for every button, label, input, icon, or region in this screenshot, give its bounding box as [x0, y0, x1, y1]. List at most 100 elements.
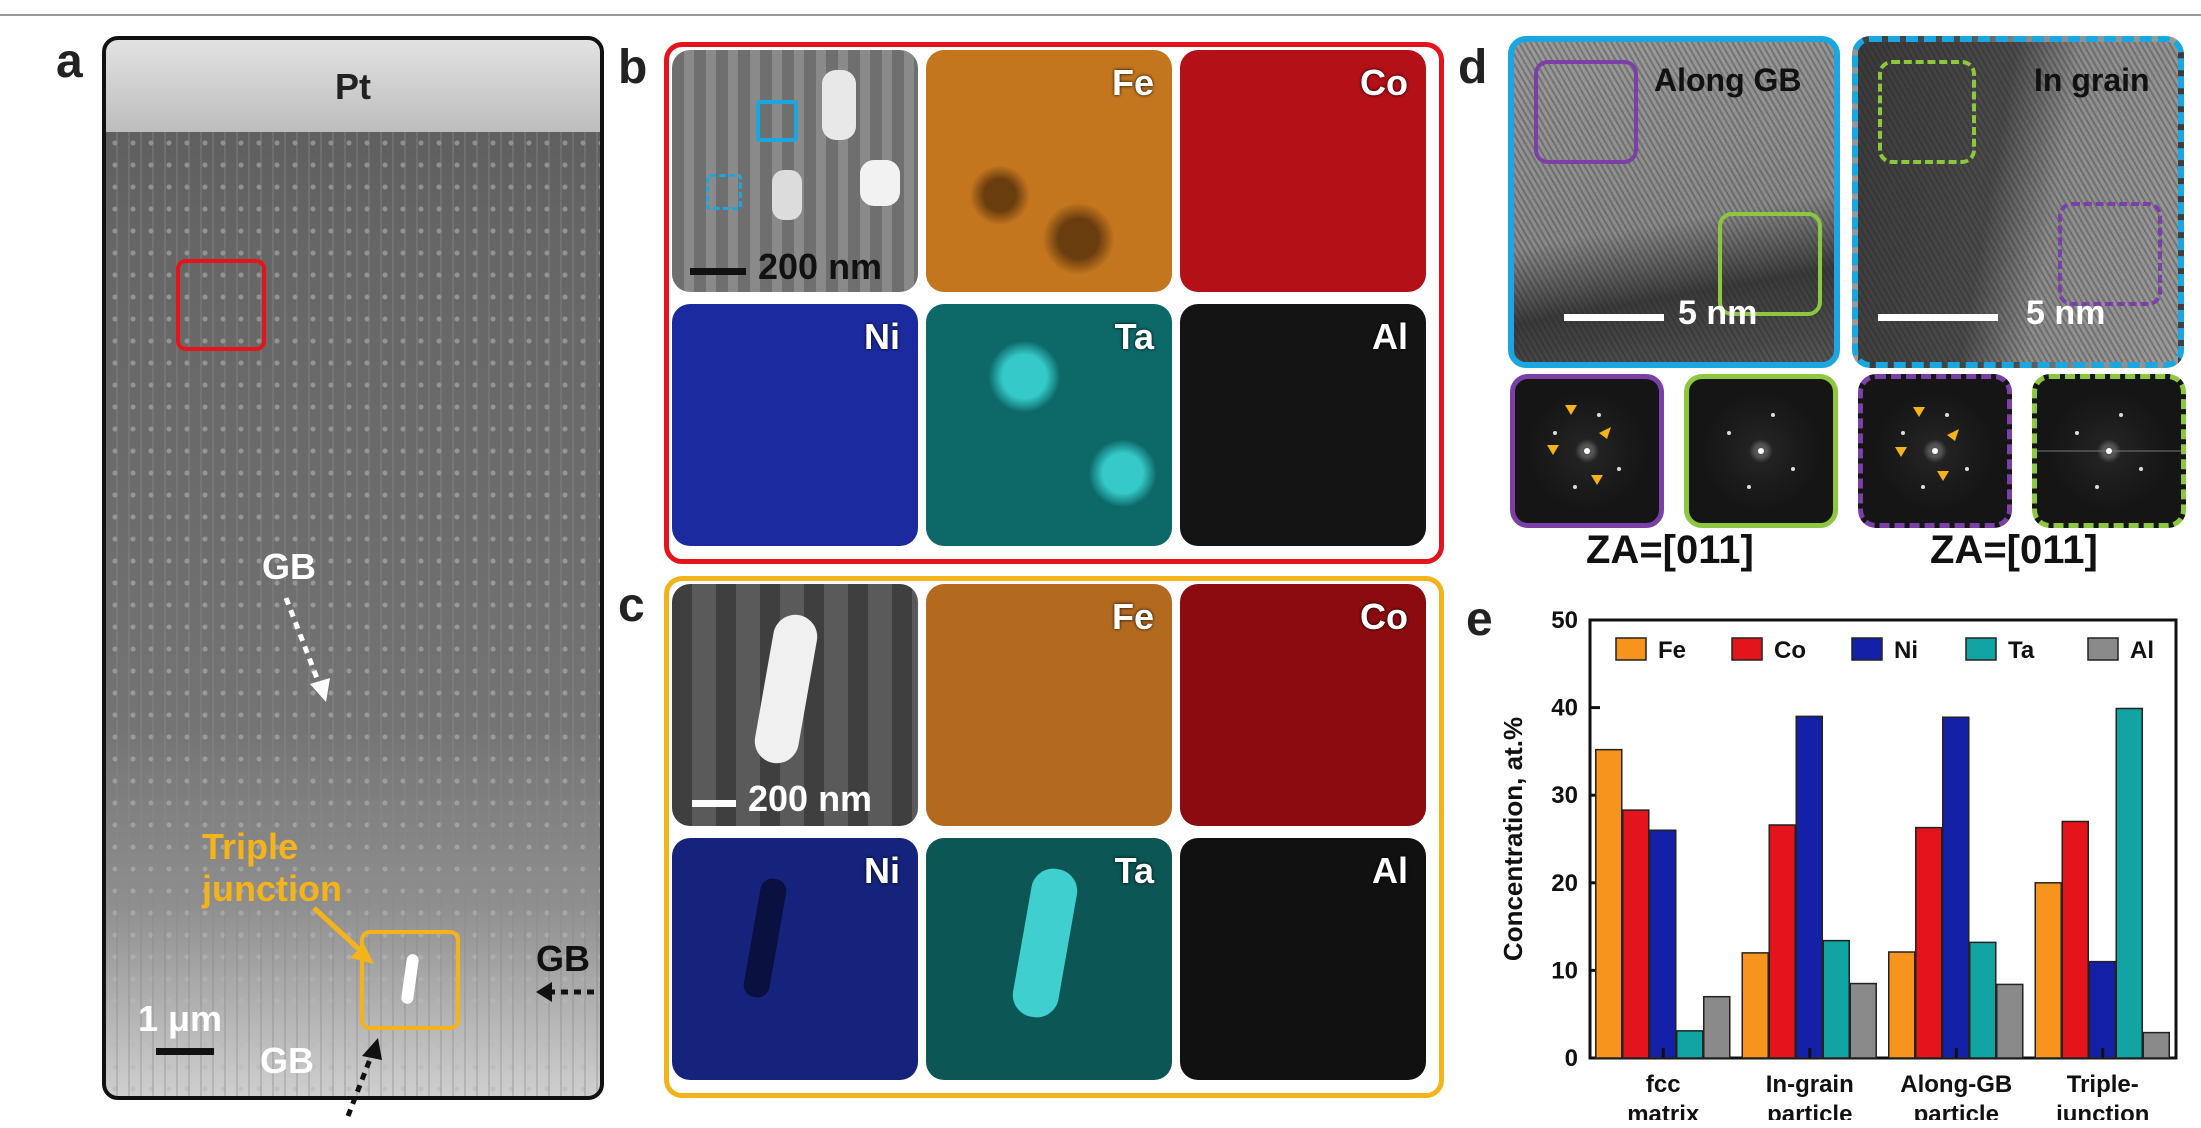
panel-d-label: d	[1458, 41, 1488, 94]
pt-label: Pt	[335, 66, 371, 107]
panel-c-ta-map: Ta	[926, 838, 1172, 1080]
lattice-texture-left	[1514, 42, 1834, 362]
panel-b-frame	[664, 42, 1444, 564]
fft-along-gb-purple	[1510, 374, 1664, 528]
panel-b-co-map: Co	[1180, 50, 1426, 292]
purple-box-dashed	[2058, 202, 2162, 306]
za-left-label: ZA=[011]	[1586, 528, 1754, 572]
hrtem-along-gb: Along GB 5 nm	[1508, 36, 1840, 368]
gb-label-lower: GB	[260, 1040, 314, 1081]
y-axis-label: Concentration, at.%	[1498, 717, 1528, 961]
bar-fe-2	[1888, 951, 1916, 1059]
c-ni-depletion	[741, 876, 789, 1000]
bar-ni-0	[1649, 829, 1677, 1059]
legend-label-al: Al	[2130, 637, 2154, 664]
triple-junction-line2: junction	[202, 868, 342, 909]
panel-c-al-map: Al	[1180, 838, 1426, 1080]
legend-swatch-al	[2087, 637, 2119, 661]
legend-label-co: Co	[1774, 637, 1806, 664]
panel-a-label: a	[56, 35, 83, 88]
x-tick-label: particle	[1914, 1101, 1999, 1120]
panel-b-ni-map: Ni	[672, 304, 918, 546]
b-blue-box-dashed	[706, 174, 742, 210]
gb-label-upper: GB	[262, 546, 316, 587]
green-box-solid	[1718, 212, 1822, 316]
scale-bar-c	[692, 800, 736, 807]
plot-area: 0 10 20 30 40 50 Concentration, at.% fcc matrix I…	[1498, 607, 2178, 1120]
gb-arrow-upper	[283, 597, 330, 702]
bar-fe-1	[1741, 952, 1769, 1059]
x-tick-label: fcc	[1646, 1071, 1681, 1098]
bar-co-0	[1622, 809, 1650, 1059]
scale-bar-a-label: 1 μm	[138, 998, 223, 1039]
b-particle-2	[860, 160, 900, 206]
bar-al-2	[1996, 983, 2024, 1059]
y-tick-label: 40	[1551, 695, 1578, 722]
panel-c-haadf: 200 nm	[672, 584, 918, 826]
scale-bar-a	[156, 1048, 214, 1055]
bar-fe-0	[1595, 748, 1623, 1059]
triple-junction-box	[360, 930, 460, 1030]
c-ta-label: Ta	[1114, 850, 1154, 891]
panel-c-co-map: Co	[1180, 584, 1426, 826]
bar-ta-3	[2115, 707, 2143, 1059]
bar-ni-2	[1942, 716, 1970, 1059]
y-tick-label: 50	[1551, 607, 1578, 634]
legend-swatch-ni	[1851, 637, 1883, 661]
hrtem-in-grain: In grain 5 nm	[1852, 36, 2184, 368]
gb-label-right: GB	[536, 938, 590, 979]
triple-junction-label: Triple junction	[202, 826, 342, 910]
y-tick-label: 30	[1551, 782, 1578, 809]
column-texture	[106, 132, 600, 1096]
bar-ta-1	[1822, 939, 1850, 1059]
fft-spots-1	[1547, 405, 1621, 489]
panel-c-label: c	[618, 579, 645, 632]
along-gb-label: Along GB	[1654, 62, 1802, 98]
panel-c-fe-map: Fe	[926, 584, 1172, 826]
b-al-label: Al	[1372, 316, 1408, 357]
panel-a-image: Pt	[102, 36, 604, 1100]
plot-frame	[1588, 618, 2178, 1060]
bar-ta-0	[1676, 1030, 1704, 1059]
b-blue-box-solid	[756, 100, 798, 142]
gb-arrow-lower	[345, 1038, 382, 1117]
pt-cap	[106, 40, 600, 132]
panel-e-label: e	[1466, 593, 1493, 646]
legend-label-fe: Fe	[1658, 637, 1686, 664]
y-tick-label: 10	[1551, 957, 1578, 984]
panel-b-fe-map: Fe	[926, 50, 1172, 292]
scale-bar-d-right-label: 5 nm	[2026, 294, 2106, 332]
bar-al-3	[2142, 1031, 2170, 1059]
y-tick-label: 0	[1565, 1045, 1578, 1072]
triple-junction-line1: Triple	[202, 826, 299, 867]
bar-co-3	[2061, 820, 2089, 1059]
fft-spots-2	[1727, 413, 1795, 489]
x-tick-label: Triple-	[2067, 1071, 2139, 1098]
c-fe-label: Fe	[1111, 596, 1154, 637]
b-ni-label: Ni	[864, 316, 900, 357]
scale-bar-c-label: 200 nm	[748, 778, 873, 819]
x-tick-label: Along-GB	[1900, 1071, 2012, 1098]
bar-al-0	[1703, 995, 1731, 1059]
b-co-label: Co	[1360, 62, 1408, 103]
fft-spots-3	[1895, 407, 1969, 489]
bar-co-1	[1768, 824, 1796, 1059]
x-tick-label: matrix	[1627, 1101, 1700, 1120]
purple-box-solid	[1534, 60, 1638, 164]
scale-bar-b	[690, 268, 746, 275]
gb-arrow-right	[536, 982, 594, 1002]
panel-c-ni-map: Ni	[672, 838, 918, 1080]
panel-b-al-map: Al	[1180, 304, 1426, 546]
b-fe-label: Fe	[1111, 62, 1154, 103]
bar-co-2	[1915, 826, 1943, 1059]
x-tick-label: particle	[1767, 1101, 1852, 1120]
panel-b-label: b	[618, 41, 648, 94]
panel-b-ta-map: Ta	[926, 304, 1172, 546]
panel-c-frame	[664, 576, 1444, 1098]
x-tick-label: junction	[2055, 1101, 2149, 1120]
c-ta-particle	[1009, 865, 1081, 1021]
bar-al-1	[1849, 982, 1877, 1059]
bar-fe-3	[2034, 882, 2062, 1059]
za-right-label: ZA=[011]	[1930, 528, 2098, 572]
scale-bar-d-left-label: 5 nm	[1678, 294, 1758, 332]
